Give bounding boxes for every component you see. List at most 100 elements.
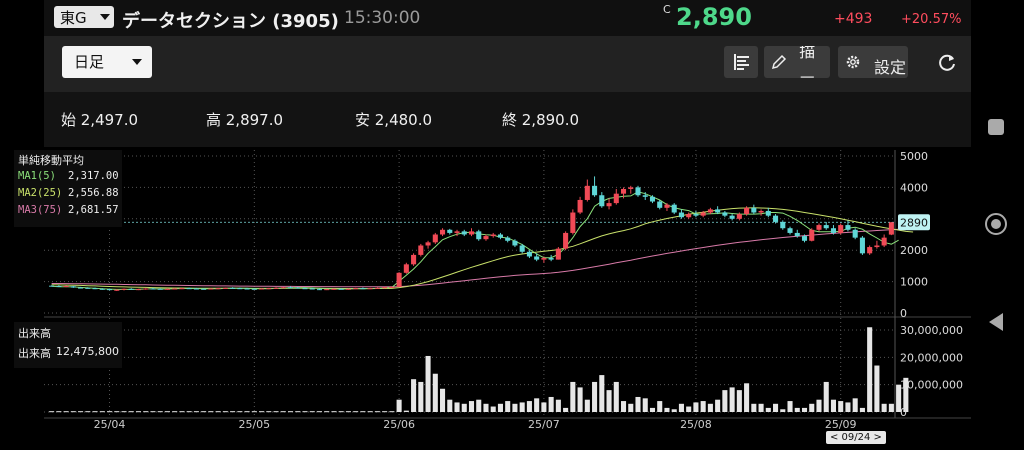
last-price-tag-bg (898, 214, 930, 231)
candle-body (461, 231, 467, 235)
candle-body (273, 287, 279, 289)
volume-bar (107, 411, 113, 413)
candle-body (671, 204, 677, 213)
recent-apps-icon[interactable] (988, 119, 1004, 135)
candle-body (56, 285, 62, 287)
volume-bar (888, 403, 894, 412)
open-value: 始 2,497.0 (61, 111, 139, 129)
candle-body (128, 288, 134, 290)
ma-legend: 単純移動平均 MA1(5) 2,317.00 MA2(25) 2,556.88 … (14, 150, 122, 227)
market-selector[interactable]: 東G (54, 6, 114, 28)
volume-bar (649, 407, 656, 412)
candle-body (164, 288, 170, 290)
candle-body (801, 236, 808, 241)
candle-body (649, 196, 656, 202)
period-select[interactable]: 日足 (62, 46, 152, 78)
volume-bar (331, 411, 337, 413)
volume-bar (92, 411, 98, 413)
volume-bar (628, 403, 634, 412)
quote-time: 15:30:00 (344, 8, 421, 28)
chart-background (44, 147, 971, 450)
candle-body (483, 236, 489, 240)
price-change-percent: +20.57% (901, 12, 962, 27)
candle-body (201, 288, 207, 290)
candle-body (526, 251, 532, 257)
volume-bar (324, 411, 330, 413)
candle-body (867, 247, 873, 254)
candle-body (121, 288, 127, 290)
market-label: 東G (60, 8, 87, 27)
candle-body (657, 201, 663, 208)
volume-bar (389, 411, 395, 413)
volume-bar (794, 407, 800, 412)
candle-body (382, 287, 388, 289)
volume-bar (215, 411, 221, 413)
candle-body (563, 232, 569, 249)
ma1-line (51, 191, 899, 290)
refresh-icon[interactable] (937, 53, 957, 73)
volume-bar (584, 399, 590, 412)
candle-body (411, 254, 417, 265)
candle-body (715, 209, 721, 213)
candle-body (287, 287, 294, 289)
candle-body (331, 288, 337, 290)
volume-bar (751, 403, 757, 412)
candle-body (809, 229, 815, 241)
ma2-value: 2,556.88 (68, 187, 119, 199)
candle-body (432, 234, 438, 243)
volume-legend-title: 出来高 (18, 327, 51, 340)
volume-bar (70, 411, 76, 413)
system-nav-bar (971, 0, 1024, 450)
candle-body (259, 288, 265, 290)
volume-bar (620, 401, 627, 412)
volume-tick-label: 30,000,000 (900, 324, 963, 337)
settings-button[interactable]: 設定 (838, 46, 908, 78)
indicator-button[interactable] (724, 46, 758, 78)
candle-body (367, 288, 373, 290)
chart-grid (44, 147, 971, 450)
candle-body (816, 225, 822, 230)
volume-bar (613, 381, 619, 412)
candle-body (157, 288, 163, 290)
candle-body (440, 229, 446, 235)
volume-bar (230, 411, 236, 413)
ma2-label: MA2(25) (18, 187, 63, 199)
candle-body (830, 228, 836, 233)
volume-bar (49, 411, 55, 413)
candle-body (360, 288, 366, 290)
volume-bar (468, 401, 475, 412)
cursor-date-tag[interactable]: < 09/24 > (826, 431, 886, 444)
candle-body (237, 288, 243, 290)
volume-bar (432, 373, 438, 412)
volume-bar (150, 411, 156, 413)
header-bar: 東G データセクション (3905) 15:30:00 C 2,890 +493… (44, 0, 971, 36)
draw-button[interactable]: 描画 (764, 46, 830, 78)
volume-bar (244, 411, 250, 413)
date-tick-label: 25/04 (94, 418, 126, 431)
volume-bar (440, 388, 446, 412)
home-icon[interactable] (985, 213, 1007, 235)
back-icon[interactable] (987, 312, 1005, 332)
volume-bar (490, 406, 496, 412)
candle-body (107, 289, 113, 291)
volume-bar (56, 411, 62, 413)
volume-tick-label: 0 (900, 406, 907, 419)
volume-bar (693, 402, 699, 412)
volume-bar (823, 381, 829, 412)
volume-bar (845, 402, 851, 412)
volume-value: 12,475,800 (56, 345, 119, 358)
last-price-tag: 2890 (900, 216, 928, 229)
ma1-label: MA1(5) (18, 170, 56, 182)
candle-body (324, 289, 330, 291)
price-tick-label: 2000 (900, 244, 928, 257)
volume-bar (316, 411, 323, 413)
candle-body (251, 288, 257, 290)
ohlc-bar: 始 2,497.0 高 2,897.0 安 2,480.0 終 2,890.0 (44, 92, 971, 147)
candle-body (338, 288, 344, 290)
volume-bar (722, 390, 728, 412)
volume-bar (302, 411, 308, 413)
volume-bar (237, 411, 243, 413)
ma1-value: 2,317.00 (68, 170, 119, 182)
candle-body (222, 287, 228, 289)
